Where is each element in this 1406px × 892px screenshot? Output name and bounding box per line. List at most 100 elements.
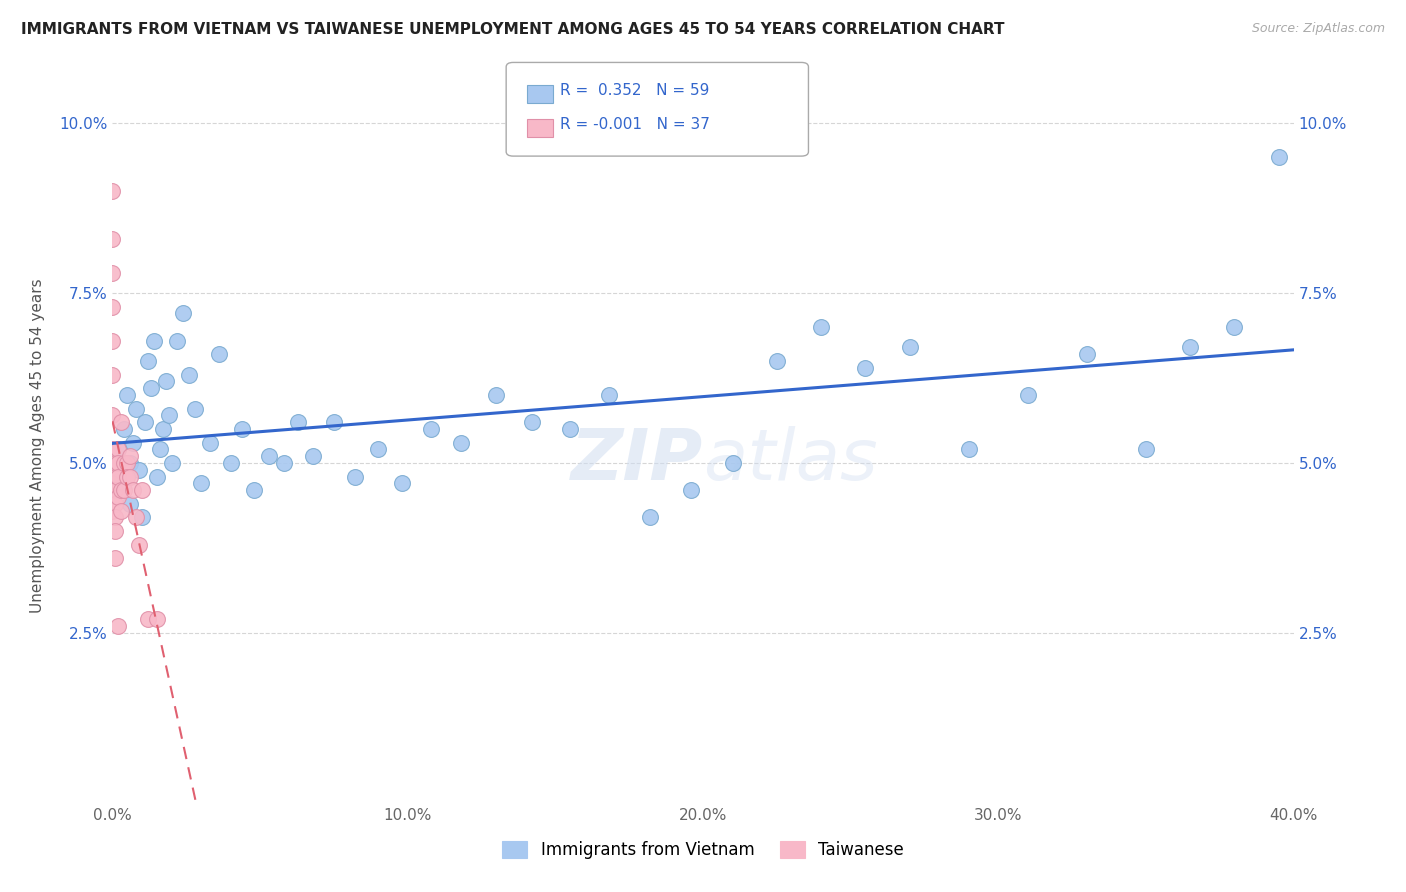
Point [766,354,789,368]
Point [107,442,129,457]
Point [107,490,129,504]
Y-axis label: Unemployment Among Ages 45 to 54 years: Unemployment Among Ages 45 to 54 years [31,278,45,614]
Point [131,483,153,498]
Point [198,435,221,450]
Point [117,469,138,483]
Point [190,476,212,491]
Point [166,334,188,348]
Point [122,483,145,498]
Text: R = -0.001   N = 37: R = -0.001 N = 37 [560,118,710,132]
Point [219,456,242,470]
Point [110,415,132,429]
Point [1268,150,1291,164]
Point [104,456,127,470]
Point [721,456,744,470]
Point [104,469,127,483]
Point [101,232,124,246]
Point [243,483,266,498]
Point [110,483,132,498]
Point [139,381,162,395]
Point [391,476,413,491]
Point [367,442,389,457]
Point [146,612,169,626]
Point [485,388,508,402]
Point [149,442,172,457]
Point [120,456,142,470]
Point [1017,388,1039,402]
Point [101,334,124,348]
Legend: Immigrants from Vietnam, Taiwanese: Immigrants from Vietnam, Taiwanese [496,834,910,866]
Point [131,510,153,524]
Point [855,360,877,375]
Text: atlas: atlas [703,425,877,495]
Point [160,456,183,470]
Point [101,503,124,517]
Point [104,469,127,483]
Text: R =  0.352   N = 59: R = 0.352 N = 59 [560,84,709,98]
Point [142,334,165,348]
Text: IMMIGRANTS FROM VIETNAM VS TAIWANESE UNEMPLOYMENT AMONG AGES 45 TO 54 YEARS CORR: IMMIGRANTS FROM VIETNAM VS TAIWANESE UNE… [21,22,1005,37]
Point [134,415,156,429]
Point [184,401,207,416]
Point [117,456,138,470]
Point [146,469,169,483]
Point [107,442,129,457]
Text: Source: ZipAtlas.com: Source: ZipAtlas.com [1251,22,1385,36]
Point [120,497,142,511]
Point [112,483,135,498]
Point [112,422,135,436]
Point [1076,347,1098,361]
Point [152,422,174,436]
Point [101,184,124,198]
Point [136,612,159,626]
Point [558,422,582,436]
Point [810,320,832,334]
Point [208,347,231,361]
Point [107,469,129,483]
Point [450,435,472,450]
Point [101,442,124,457]
Point [273,456,295,470]
Point [104,551,127,566]
Text: ZIP: ZIP [571,425,703,495]
Point [179,368,201,382]
Point [287,415,309,429]
Point [520,415,543,429]
Point [101,266,124,280]
Point [155,375,177,389]
Point [302,449,325,463]
Point [122,435,145,450]
Point [120,469,142,483]
Point [110,503,132,517]
Point [104,524,127,538]
Point [110,483,132,498]
Point [172,306,194,320]
Point [957,442,980,457]
Point [125,401,148,416]
Point [1223,320,1246,334]
Point [107,456,129,470]
Point [125,510,148,524]
Point [101,476,124,491]
Point [101,300,124,314]
Point [157,409,180,423]
Point [898,341,921,355]
Point [104,510,127,524]
Point [112,456,135,470]
Point [107,619,129,633]
Point [104,483,127,498]
Point [136,354,159,368]
Point [101,409,124,423]
Point [323,415,346,429]
Point [120,449,142,463]
Point [257,449,280,463]
Point [598,388,620,402]
Point [681,483,703,498]
Point [343,469,366,483]
Point [1135,442,1157,457]
Point [104,497,127,511]
Point [128,463,150,477]
Point [1178,341,1201,355]
Point [231,422,253,436]
Point [128,537,150,551]
